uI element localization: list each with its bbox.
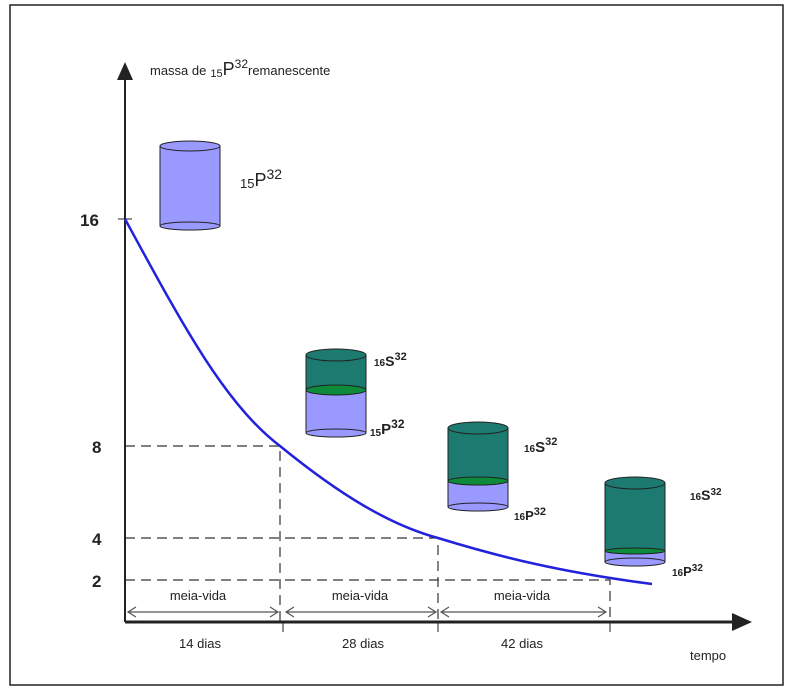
text-part: 15 [370, 428, 382, 439]
x-label: 42 dias [501, 636, 543, 651]
x-axis-label: tempo [690, 648, 726, 663]
text-part: 16 [672, 568, 684, 579]
text-part: 32 [545, 436, 557, 448]
text-part: P [683, 564, 692, 579]
text-part: 15 [210, 68, 222, 80]
text-part: P [525, 508, 534, 523]
text-part: 16 [524, 444, 536, 455]
text-part: 32 [391, 417, 405, 431]
half-life-label: meia-vida [170, 588, 227, 603]
half-life-label: meia-vida [332, 588, 389, 603]
text-part: 16 [690, 492, 702, 503]
text-part: 32 [266, 166, 282, 182]
text-part: S [385, 353, 394, 369]
x-label: 14 dias [179, 636, 221, 651]
text-part: 32 [710, 487, 722, 498]
cylinder [306, 349, 366, 437]
text-part: P [381, 421, 391, 438]
x-label: 28 dias [342, 636, 384, 651]
cylinder [160, 141, 220, 230]
y-tick-label: 8 [92, 438, 101, 457]
text-part: 16 [374, 358, 386, 369]
diagram: massa de15P32remanescente 16 8 4 2 meia-… [0, 0, 795, 692]
text-part: P [223, 59, 235, 79]
text-part: S [535, 439, 545, 456]
text-part: remanescente [248, 63, 330, 78]
text-part: massa de [150, 63, 206, 78]
half-life-label: meia-vida [494, 588, 551, 603]
text-part: 15 [240, 176, 254, 191]
text-part: S [701, 487, 710, 503]
cylinder [605, 477, 665, 566]
text-part: 32 [235, 57, 249, 71]
text-part: P [254, 170, 266, 190]
y-tick-label: 2 [92, 572, 101, 591]
text-part: 16 [514, 512, 526, 523]
text-part: 32 [394, 351, 406, 363]
y-tick-label: 4 [92, 530, 102, 549]
text-part: 32 [534, 506, 546, 518]
y-tick-label: 16 [80, 211, 99, 230]
cylinder [448, 422, 508, 511]
text-part: 32 [692, 563, 704, 574]
